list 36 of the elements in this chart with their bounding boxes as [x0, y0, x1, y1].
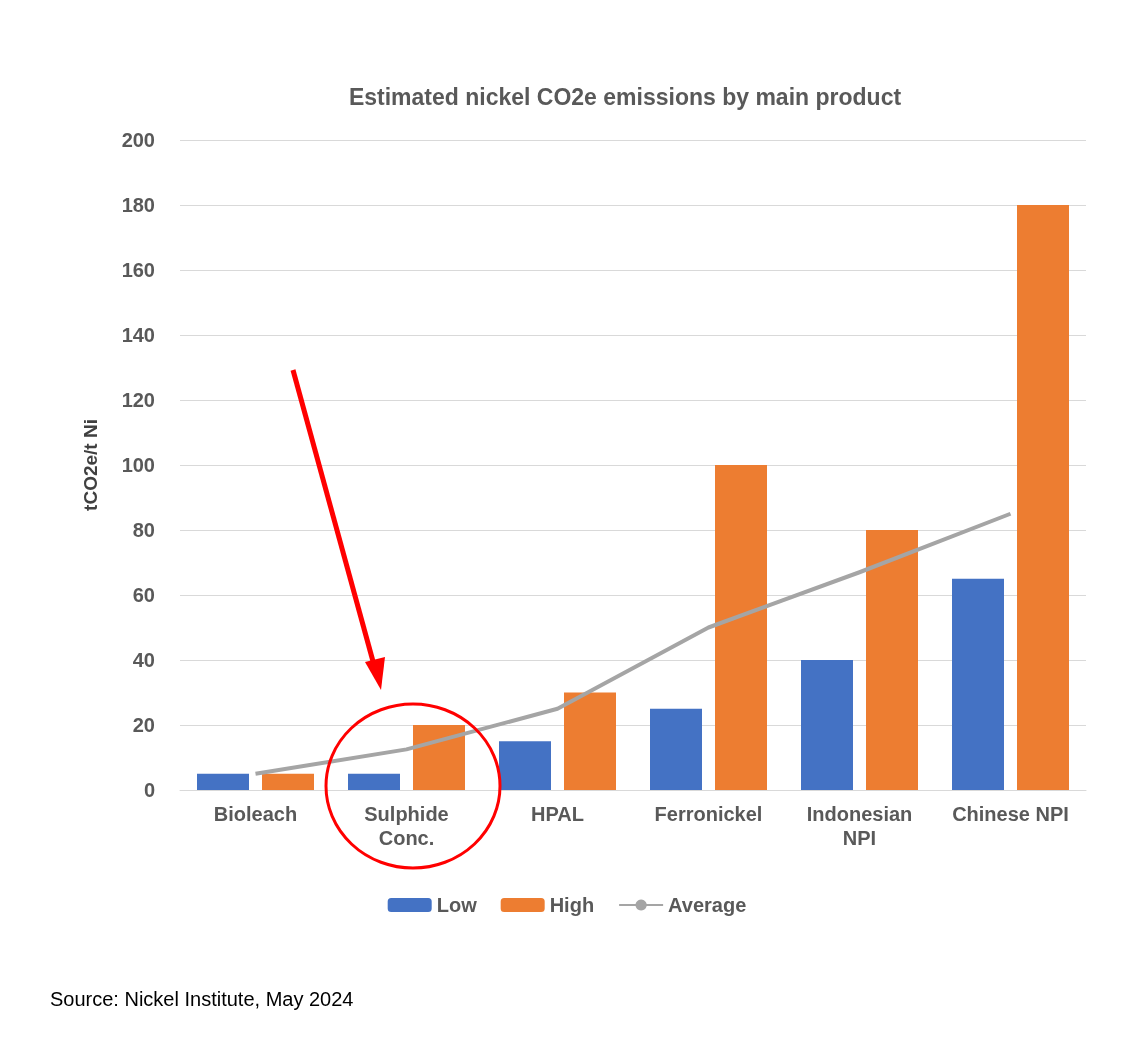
y-tick-label: 80 [132, 519, 155, 541]
bar [564, 692, 616, 790]
y-tick-label: 0 [143, 779, 155, 801]
bar [348, 773, 400, 790]
x-tick-label: Bioleach [213, 803, 298, 825]
y-tick-label: 180 [121, 194, 155, 216]
x-tick-label: Indonesian NPI [806, 803, 913, 849]
y-tick-label: 60 [132, 584, 155, 606]
legend-label: Low [436, 894, 478, 916]
bar [499, 741, 551, 790]
x-tick-label: HPAL [531, 803, 584, 825]
bar [715, 465, 767, 790]
chart-title: Estimated nickel CO2e emissions by main product [348, 83, 902, 110]
bar [413, 725, 465, 790]
source-note: Source: Nickel Institute, May 2024 [50, 988, 354, 1011]
legend-label: Average [668, 894, 747, 916]
y-tick-label: 200 [121, 129, 155, 151]
legend-label: High [549, 894, 595, 916]
bar [866, 530, 918, 790]
y-tick-label: 140 [121, 324, 155, 346]
bar [262, 773, 314, 790]
line-series [253, 511, 1013, 776]
bar [801, 660, 853, 790]
bar [197, 773, 249, 790]
y-tick-label: 100 [121, 454, 155, 476]
y-tick-label: 120 [121, 389, 155, 411]
x-tick-label: Ferronickel [654, 803, 763, 825]
bar [650, 708, 702, 790]
y-tick-label: 160 [121, 259, 155, 281]
y-tick-label: 20 [132, 714, 155, 736]
x-tick-label: Chinese NPI [952, 803, 1069, 825]
bar [1017, 205, 1069, 790]
x-tick-label: Sulphide Conc. [364, 803, 449, 849]
bar [952, 578, 1004, 790]
y-tick-label: 40 [132, 649, 155, 671]
y-axis-title: tCO2e/t Ni [80, 419, 101, 511]
